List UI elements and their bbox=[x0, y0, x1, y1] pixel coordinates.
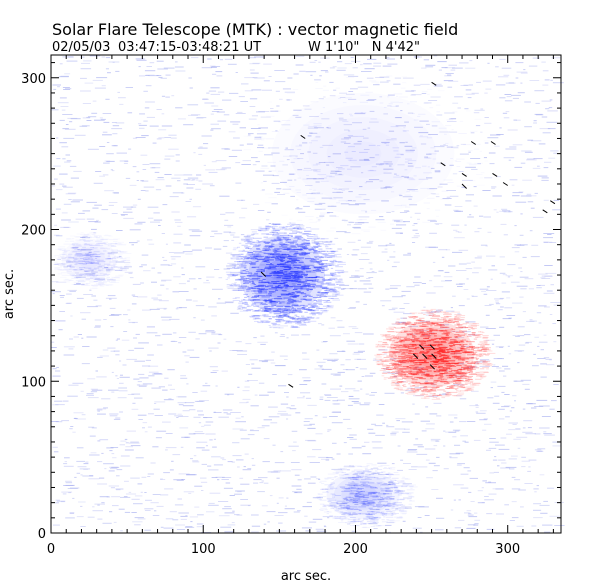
plot-frame bbox=[50, 54, 562, 534]
y-tick-label: 0 bbox=[38, 527, 46, 542]
field-vector bbox=[422, 353, 428, 359]
weak-negative-west bbox=[53, 233, 132, 287]
axes: 0 100 200 300 0 100 200 300 bbox=[21, 55, 561, 557]
background-noise bbox=[51, 55, 565, 533]
field-vector bbox=[490, 141, 496, 145]
y-tick-label: 200 bbox=[21, 224, 46, 239]
chart-subtitle-position: W 1'10" N 4'42" bbox=[308, 40, 420, 55]
vector-field-overlay bbox=[260, 81, 556, 388]
y-axis-label: arc sec. bbox=[2, 269, 17, 319]
field-vector bbox=[300, 134, 306, 139]
x-axis-label: arc sec. bbox=[281, 569, 331, 584]
chart-title: Solar Flare Telescope (MTK) : vector mag… bbox=[52, 20, 458, 39]
field-vector bbox=[412, 353, 419, 359]
field-vector bbox=[431, 81, 437, 86]
y-tick-label: 300 bbox=[21, 72, 46, 87]
x-tick-label: 300 bbox=[495, 542, 520, 557]
field-vector bbox=[470, 141, 476, 145]
field-vector bbox=[542, 209, 548, 214]
field-vector bbox=[431, 353, 437, 359]
field-vector bbox=[440, 162, 446, 167]
negative-polarity-core bbox=[225, 222, 346, 329]
field-vector bbox=[288, 383, 294, 388]
field-vector bbox=[461, 172, 467, 177]
y-tick-label: 100 bbox=[21, 375, 46, 390]
chart-subtitle-time: 03:47:15-03:48:21 UT bbox=[118, 40, 261, 55]
field-vector bbox=[419, 344, 425, 350]
field-vector bbox=[429, 344, 435, 350]
chart-subtitle-date: 02/05/03 bbox=[52, 40, 110, 55]
field-vector bbox=[429, 364, 435, 370]
field-vector bbox=[502, 182, 508, 186]
field-vector bbox=[492, 172, 498, 177]
x-tick-label: 100 bbox=[191, 542, 216, 557]
field-vector bbox=[260, 271, 267, 277]
weak-negative-south bbox=[314, 463, 418, 528]
x-tick-label: 200 bbox=[343, 542, 368, 557]
positive-polarity-core bbox=[374, 308, 496, 400]
x-tick-label: 0 bbox=[47, 542, 55, 557]
field-vector bbox=[461, 183, 467, 189]
field-image bbox=[51, 55, 565, 533]
field-vector bbox=[550, 200, 556, 205]
